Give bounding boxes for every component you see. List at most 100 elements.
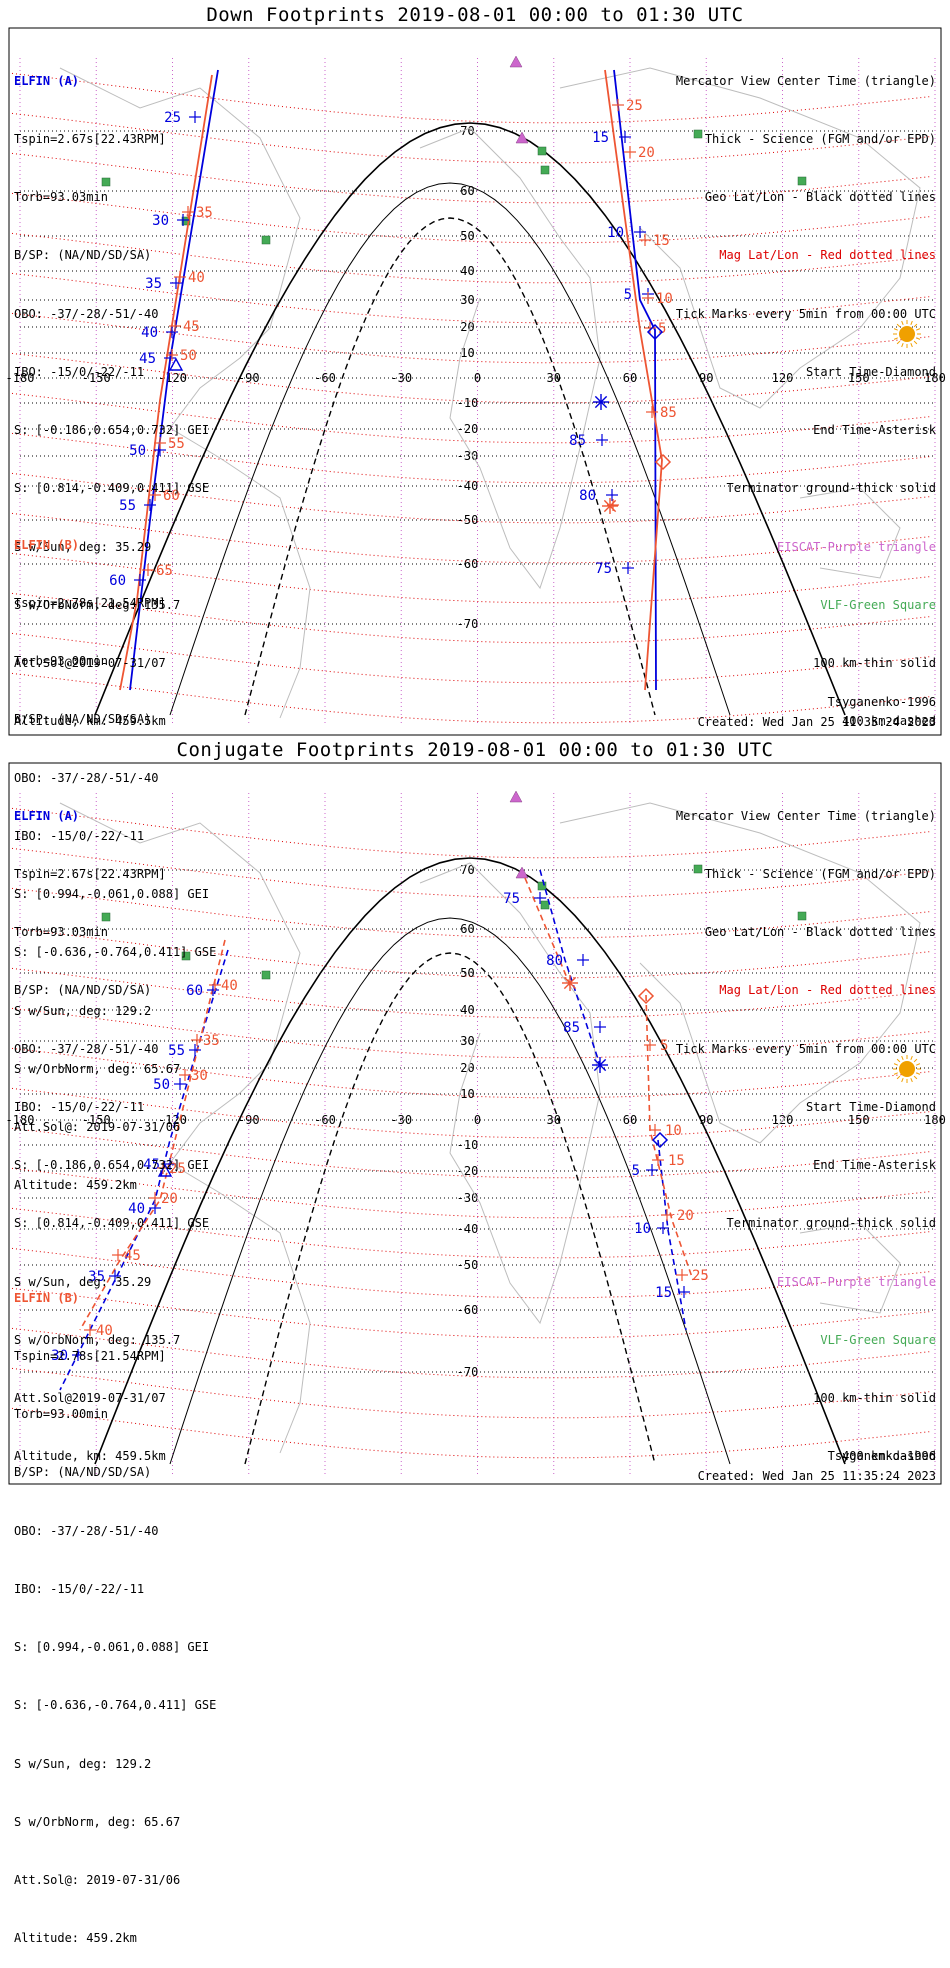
sun-ray [893,328,898,331]
terminator-400km [244,217,656,716]
eiscat-triangle-icon [515,131,529,144]
conj-model-label: Tsyganenko-1996 [827,1449,936,1463]
down-a-tick-label: 75 [595,561,612,577]
lon-tick-label: -90 [238,371,260,385]
lon-tick-label: -180 [6,371,35,385]
conj-b-tick-label: 25 [692,1268,709,1284]
lon-tick-label: 150 [848,371,870,385]
elfin-b-line: Tspin=2.78s[21.54RPM] [14,596,166,611]
conj-a-tick-label: 50 [153,1077,170,1093]
elfin-b-line: IBO: -15/0/-22/-11 [14,828,145,843]
terminator-400km [244,952,656,1465]
sun-ray [916,328,921,331]
vlf-square-icon [693,864,703,874]
elfin-b-line: Tspin=2.78s[21.54RPM] [14,1349,166,1364]
conj-b-tick-label: 25 [169,1161,186,1177]
lat-tick-label: -70 [457,1365,479,1379]
elfin-a-line: B/SP: (NA/ND/SD/SA) [14,248,152,263]
elfin-a-header: ELFIN (A) [14,73,80,88]
legend-item: Thick - Science (FGM and/or EPD) [704,132,936,147]
vlf-square-icon [693,129,703,139]
conj-elfin-b-track-south [79,939,226,1331]
sun-ray [896,1058,901,1063]
lat-tick-label: -10 [457,396,479,410]
conj-b-tick-label: 5 [660,1038,668,1054]
down-a-tick-label: 45 [139,351,156,367]
elfin-a-line: S w/OrbNorm, deg: 135.7 [14,1332,181,1347]
terminator-ground [94,857,846,1465]
down-a-tick-label: 35 [145,276,162,292]
elfin-b-line: S: [0.994,-0.061,0.088] GEI [14,1640,210,1655]
elfin-b-line: OBO: -37/-28/-51/-40 [14,770,159,785]
elfin-a-line: Torb=93.03min [14,190,108,205]
vlf-square-icon [797,176,807,186]
legend-item: 400 km-dashed [842,714,936,729]
eiscat-triangle-icon [515,866,529,879]
legend-item: End Time-Asterisk [813,423,936,438]
lat-tick-label: 40 [460,264,474,278]
legend-item: Tick Marks every 5min from 00:00 UTC [675,1041,936,1056]
conj-b-tick-label: 10 [665,1123,682,1139]
conj-elfin-a-track-north [539,869,601,1066]
down-a-tick-label: 15 [592,130,609,146]
legend-item: 100 km-thin solid [813,1391,936,1405]
conj-a-tick-label: 35 [88,1269,105,1285]
vlf-square-icon [101,912,111,922]
elfin-b-line: S w/OrbNorm, deg: 65.67 [14,1814,181,1829]
legend-item: VLF-Green Square [820,597,936,612]
elfin-a-line: S w/OrbNorm, deg: 135.7 [14,597,181,612]
down-b-tick-label: 15 [653,233,670,249]
down-b-tick-label: 50 [180,348,197,364]
legend-item: Terminator ground-thick solid [726,1216,936,1231]
coastline [59,802,311,1454]
lat-tick-label: 60 [460,184,474,198]
down-a-tick-label: 50 [129,443,146,459]
conj-elfin-b-info: ELFIN (B) Tspin=2.78s[21.54RPM] Torb=93.… [14,1250,216,1968]
down-elfin-b-track-right [604,69,663,691]
terminator-100km [169,917,731,1465]
sun-ray [916,1063,921,1066]
down-b-tick-label: 60 [163,488,180,504]
lat-tick-label: 70 [460,863,474,877]
sun-ray [913,323,918,328]
elfin-a-line: S: [0.814,-0.409,0.411] GSE [14,481,210,496]
lat-tick-label: -30 [457,449,479,463]
down-b-tick-label: 40 [188,270,205,286]
lat-tick-label: 70 [460,124,474,138]
down-elfin-b-track-left [119,74,213,691]
sun-ray [901,320,904,325]
legend-item: 100 km-thin solid [813,656,936,670]
elfin-a-line: Torb=93.03min [14,925,108,940]
legend-item: Mag Lat/Lon - Red dotted lines [719,248,936,263]
down-a-tick-label: 40 [141,325,158,341]
sun-ray [896,323,901,328]
conj-elfin-b-track-east [645,994,694,1281]
down-b-tick-label: 20 [638,145,655,161]
elfin-b-line: S w/OrbNorm, deg: 65.67 [14,1061,181,1076]
down-b-tick-label: 45 [183,319,200,335]
legend-item: Mag Lat/Lon - Red dotted lines [719,983,936,998]
terminator-100km [169,182,731,716]
end-asterisk-icon [563,976,577,990]
elfin-a-line: S: [0.814,-0.409,0.411] GSE [14,1216,210,1231]
lon-tick-label: 30 [547,371,561,385]
center-time-triangle-icon [157,1163,173,1177]
elfin-b-line: OBO: -37/-28/-51/-40 [14,1523,159,1538]
eiscat-triangle-icon [509,790,523,803]
lat-tick-label: 50 [460,229,474,243]
down-a-tick-label: 85 [569,433,586,449]
vlf-square-icon [261,235,271,245]
down-a-tick-label: 10 [607,225,624,241]
start-diamond-icon [654,453,672,471]
map-frame [8,27,942,736]
legend-item: Thick - Science (FGM and/or EPD) [704,867,936,882]
conj-b-tick-label: 40 [221,978,238,994]
coastline [799,1222,901,1314]
lat-tick-label: 20 [460,1061,474,1075]
legend-item: Tick Marks every 5min from 00:00 UTC [675,306,936,321]
down-elfin-a-info: ELFIN (A) Tspin=2.67s[22.43RPM] Torb=93.… [14,33,209,751]
coastline [559,67,921,409]
elfin-b-line: Altitude: 459.2km [14,1931,137,1946]
sun-ray [916,337,921,340]
down-a-tick-label: 55 [119,498,136,514]
